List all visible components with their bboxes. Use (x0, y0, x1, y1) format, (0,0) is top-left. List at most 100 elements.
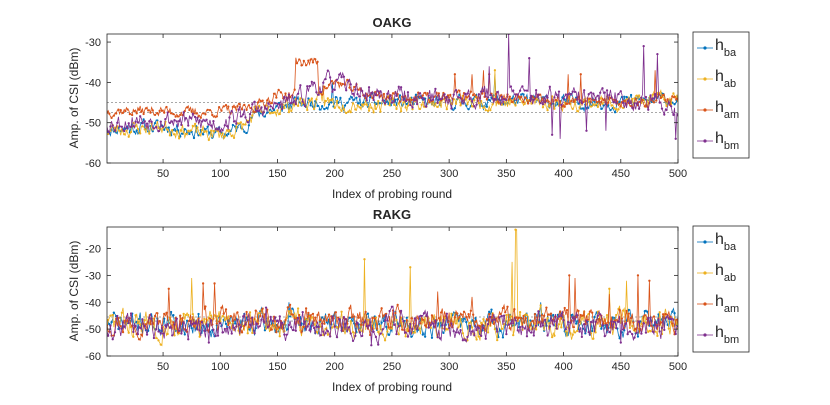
data-point (674, 332, 677, 336)
data-point (607, 101, 610, 104)
data-point (345, 318, 348, 321)
x-axis-label: Index of probing round (332, 380, 452, 394)
data-point (618, 102, 621, 105)
data-point (228, 116, 231, 119)
data-point (579, 73, 582, 76)
data-point (262, 111, 265, 114)
x-tick-label: 400 (554, 168, 572, 180)
data-point (600, 107, 603, 110)
data-point (156, 312, 159, 315)
data-point (594, 98, 597, 101)
data-point (576, 329, 579, 333)
data-point (251, 114, 254, 117)
data-point (152, 127, 156, 130)
data-point (473, 98, 476, 102)
data-point (325, 319, 328, 322)
data-point (258, 325, 261, 328)
data-point (402, 101, 405, 104)
legend-item: hbm (697, 130, 739, 152)
legend-box (692, 225, 750, 353)
data-point (140, 110, 143, 113)
data-point (399, 86, 403, 89)
data-point (480, 334, 483, 338)
data-point (418, 327, 421, 330)
data-point (383, 102, 387, 105)
data-point (325, 321, 328, 324)
data-point (441, 324, 444, 327)
data-point (203, 317, 206, 321)
data-point (166, 332, 169, 336)
data-point (200, 320, 204, 324)
data-point (296, 316, 300, 319)
data-point (308, 329, 311, 332)
data-point (617, 108, 620, 111)
data-point (266, 308, 269, 311)
data-point (156, 119, 159, 122)
data-point (137, 338, 141, 341)
data-point (294, 102, 297, 106)
data-point (504, 311, 507, 314)
data-point (152, 336, 156, 340)
data-point (215, 322, 219, 325)
data-point (601, 87, 604, 90)
data-point (331, 97, 334, 101)
data-point (443, 327, 446, 330)
x-tick-label: 100 (211, 361, 229, 373)
data-point (643, 314, 646, 317)
data-point (423, 335, 427, 338)
data-point (139, 326, 142, 329)
data-point (625, 95, 628, 99)
data-point (163, 128, 166, 131)
data-point (370, 344, 373, 347)
data-point (569, 92, 572, 96)
legend-label: hab (715, 262, 736, 284)
data-point (219, 321, 222, 325)
data-point (540, 314, 543, 317)
data-point (584, 332, 587, 335)
data-point (413, 317, 416, 320)
data-point (309, 58, 312, 61)
data-point (315, 98, 318, 101)
data-point (246, 318, 249, 322)
data-point (481, 92, 484, 95)
data-point (571, 316, 574, 319)
data-point (161, 125, 165, 128)
data-point (267, 325, 270, 328)
data-point (342, 315, 346, 319)
data-point (328, 335, 332, 338)
data-point (212, 328, 215, 331)
data-point (589, 105, 593, 108)
data-point (263, 115, 267, 118)
data-point (394, 311, 397, 315)
data-point (491, 103, 494, 106)
data-point (268, 100, 271, 104)
data-point (488, 310, 491, 313)
legend-item: hab (697, 68, 736, 90)
data-point (148, 316, 151, 320)
data-point (195, 112, 198, 115)
data-point (123, 325, 126, 328)
data-point (342, 75, 346, 78)
data-point (573, 331, 577, 334)
data-point (541, 324, 545, 327)
data-point (316, 104, 319, 108)
data-point (460, 313, 463, 316)
data-point (480, 321, 483, 324)
data-point (129, 312, 133, 315)
data-point (358, 106, 362, 109)
data-point (498, 316, 501, 319)
data-point (450, 312, 453, 315)
data-point (302, 59, 305, 63)
data-point (160, 109, 164, 112)
data-point (635, 331, 638, 334)
data-point (430, 336, 434, 339)
data-point (656, 53, 659, 56)
data-point (499, 329, 502, 333)
data-point (182, 321, 185, 324)
data-point (337, 81, 340, 84)
data-point (468, 321, 471, 325)
data-point (134, 314, 137, 317)
data-point (279, 91, 283, 94)
data-point (521, 85, 524, 88)
legend-label-base: h (715, 130, 724, 147)
